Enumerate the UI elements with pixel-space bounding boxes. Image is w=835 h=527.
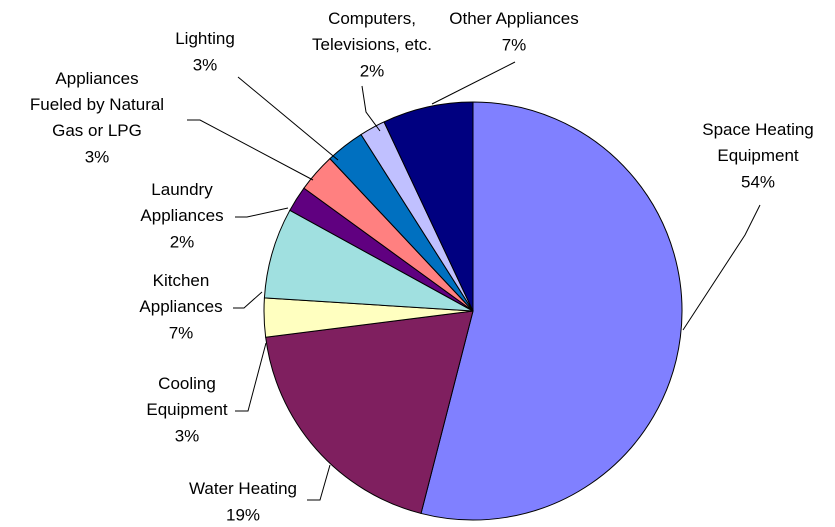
value-label: 3% — [175, 426, 200, 445]
pie-slice — [383, 101, 474, 312]
slice-label: Lighting — [175, 29, 235, 48]
leader-line — [235, 207, 289, 218]
slice-label: Space Heating Equipment — [702, 120, 814, 165]
value-label: 3% — [193, 55, 218, 74]
label-line: Space Heating — [702, 120, 814, 139]
value-label: 7% — [502, 35, 527, 54]
slice-label: Cooling Equipment — [146, 374, 228, 419]
leader-line — [187, 119, 314, 181]
value-label: 7% — [169, 323, 194, 342]
slice-label: Laundry Appliances — [140, 180, 223, 225]
label-line: Water Heating — [189, 479, 297, 498]
leader-line — [682, 204, 761, 331]
leader-line — [235, 342, 267, 412]
slice-label: Water Heating — [189, 479, 297, 498]
label-line: Kitchen — [153, 271, 210, 290]
leader-line — [431, 61, 516, 105]
label-line: Equipment — [146, 400, 228, 419]
label-line: Other Appliances — [449, 9, 578, 28]
label-line: Laundry — [151, 180, 213, 199]
pie-slice — [265, 310, 474, 515]
label-line: Gas or LPG — [52, 121, 142, 140]
leader-line — [233, 291, 263, 309]
label-line: Appliances — [140, 206, 223, 225]
label-line: Computers, — [328, 9, 416, 28]
label-line: Fueled by Natural — [30, 95, 164, 114]
leader-line — [307, 464, 331, 501]
slice-label: Computers, Televisions, etc. — [312, 9, 432, 54]
value-label: 2% — [360, 61, 385, 80]
label-line: Appliances — [55, 69, 138, 88]
slice-label: Appliances Fueled by Natural Gas or LPG — [30, 69, 164, 140]
value-label: 3% — [85, 147, 110, 166]
slice-label: Other Appliances — [449, 9, 578, 28]
value-label: 2% — [170, 232, 195, 251]
slice-label: Kitchen Appliances — [139, 271, 222, 316]
value-label: 54% — [741, 172, 775, 191]
leader-line — [237, 76, 339, 161]
leader-line — [361, 85, 381, 132]
value-label: 19% — [226, 505, 260, 524]
label-line: Equipment — [717, 146, 799, 165]
pie-slice — [420, 101, 683, 521]
label-line: Televisions, etc. — [312, 35, 432, 54]
label-line: Lighting — [175, 29, 235, 48]
label-line: Cooling — [158, 374, 216, 393]
label-line: Appliances — [139, 297, 222, 316]
